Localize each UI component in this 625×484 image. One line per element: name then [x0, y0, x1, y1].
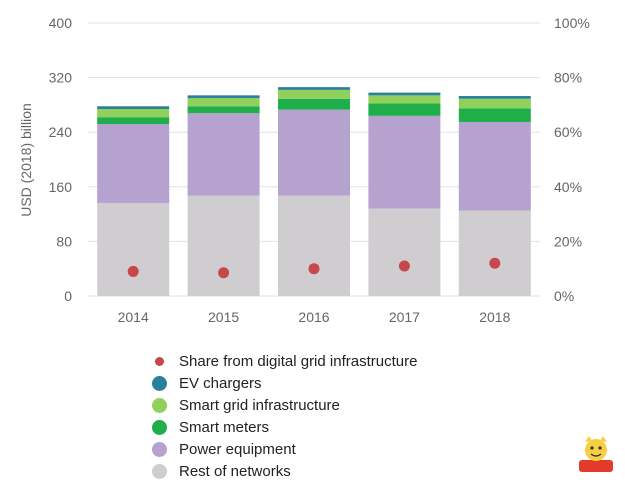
share-dot — [398, 260, 410, 272]
x-tick-label: 2018 — [479, 309, 510, 325]
chart-legend: Share from digital grid infrastructure EV… — [152, 350, 417, 482]
bar-segment-smart-meters — [368, 103, 441, 116]
legend-label: Rest of networks — [179, 462, 291, 480]
x-tick-label: 2014 — [118, 309, 149, 325]
legend-swatch — [152, 375, 167, 391]
legend-label: Share from digital grid infrastructure — [179, 352, 418, 370]
bar-segment-smart-grid-infrastructure — [187, 98, 260, 107]
legend-item: Power equipment — [152, 438, 417, 460]
y-tick-label: 160 — [49, 179, 73, 195]
y-tick-label: 400 — [49, 15, 73, 31]
y2-tick-label: 40% — [554, 179, 582, 195]
bar-segment-smart-meters — [187, 106, 260, 114]
y2-tick-label: 0% — [554, 288, 574, 304]
legend-label: Power equipment — [179, 440, 296, 458]
bar-segment-smart-grid-infrastructure — [368, 95, 441, 104]
y-tick-label: 0 — [64, 288, 72, 304]
bar-segment-smart-meters — [458, 108, 531, 122]
legend-label: Smart grid infrastructure — [179, 396, 340, 414]
bar-segment-ev-chargers — [97, 106, 170, 109]
y2-tick-label: 100% — [554, 15, 590, 31]
share-dot — [308, 263, 320, 275]
bar-segment-rest-of-networks — [97, 203, 170, 296]
legend-label: Smart meters — [179, 418, 270, 436]
legend-swatch — [152, 441, 167, 457]
bar-segment-power-equipment — [458, 121, 531, 211]
bar-segment-rest-of-networks — [278, 195, 350, 296]
x-axis-ticks: 2014 2015 2016 2017 2018 — [118, 309, 511, 325]
bar-segment-ev-chargers — [458, 96, 531, 99]
share-dot — [218, 267, 230, 279]
bars — [97, 87, 531, 296]
bar-segment-power-equipment — [97, 124, 170, 204]
y2-tick-label: 80% — [554, 70, 582, 86]
legend-item: Share from digital grid infrastructure — [152, 350, 417, 372]
legend-swatch — [152, 463, 167, 479]
legend-label: EV chargers — [179, 374, 262, 392]
bar-segment-rest-of-networks — [458, 210, 531, 296]
share-dot — [489, 257, 501, 269]
y-tick-label: 240 — [49, 124, 73, 140]
y-tick-label: 80 — [56, 233, 72, 249]
y2-tick-label: 20% — [554, 233, 582, 249]
share-dots — [127, 257, 501, 279]
legend-swatch — [155, 356, 164, 366]
legend-swatch — [152, 419, 167, 435]
legend-item: Smart grid infrastructure — [152, 394, 417, 416]
bar-segment-smart-meters — [97, 117, 170, 125]
y-tick-label: 320 — [49, 70, 73, 86]
left-axis-ticks: 0 80 160 240 320 400 — [49, 15, 73, 304]
bar-segment-smart-meters — [278, 98, 350, 110]
y-axis-label: USD (2018) billion — [18, 103, 34, 217]
bar-segment-smart-grid-infrastructure — [278, 89, 350, 99]
x-tick-label: 2016 — [298, 309, 329, 325]
bar-segment-ev-chargers — [278, 87, 350, 90]
right-axis-ticks: 0% 20% 40% 60% 80% 100% — [554, 15, 590, 304]
bar-segment-power-equipment — [368, 115, 441, 209]
legend-item: Smart meters — [152, 416, 417, 438]
bar-segment-smart-grid-infrastructure — [97, 108, 170, 118]
x-tick-label: 2017 — [389, 309, 420, 325]
bar-segment-rest-of-networks — [187, 195, 260, 296]
bar-segment-ev-chargers — [368, 92, 441, 96]
bar-segment-power-equipment — [187, 113, 260, 196]
bar-segment-ev-chargers — [187, 95, 260, 99]
legend-item: Rest of networks — [152, 460, 417, 482]
bar-segment-smart-grid-infrastructure — [458, 98, 531, 109]
y2-tick-label: 60% — [554, 124, 582, 140]
watermark-logo — [577, 430, 615, 474]
x-tick-label: 2015 — [208, 309, 239, 325]
legend-swatch — [152, 397, 167, 413]
legend-item: EV chargers — [152, 372, 417, 394]
bar-segment-power-equipment — [278, 109, 350, 196]
share-dot — [127, 265, 139, 277]
bar-segment-rest-of-networks — [368, 208, 441, 296]
